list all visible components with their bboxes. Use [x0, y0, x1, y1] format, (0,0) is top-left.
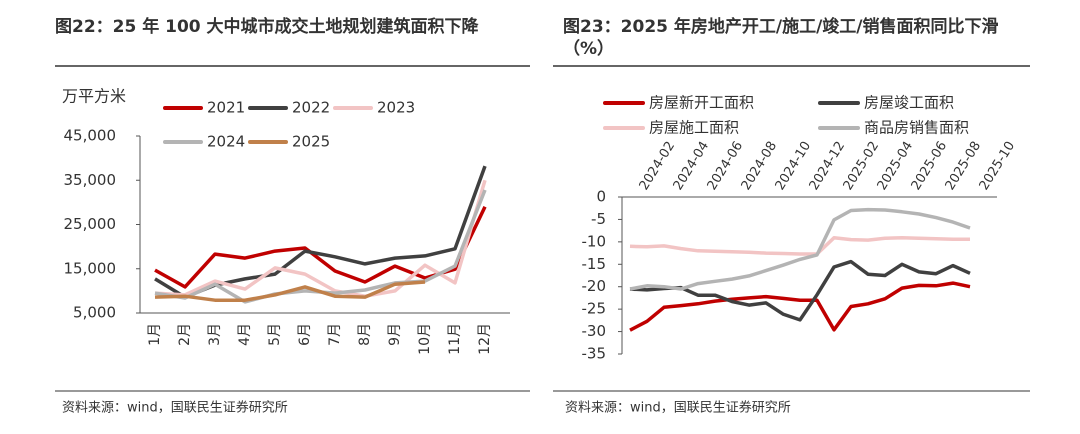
y-tick-label: 0 [596, 188, 606, 206]
x-tick-label: 8月 [357, 323, 373, 346]
series-line [629, 259, 971, 322]
y-tick-label: -35 [582, 345, 607, 363]
x-tick-label: 9月 [387, 323, 403, 346]
chart-title: 图23：2025 年房地产开工/施工/竣工/销售面积同比下滑（%） [563, 17, 999, 59]
series-line [154, 206, 487, 289]
y-tick-label: -20 [582, 277, 607, 295]
legend-label: 房屋竣工面积 [864, 94, 954, 112]
legend-label: 2021 [207, 99, 245, 117]
legend-label: 2023 [377, 99, 415, 117]
x-tick-label: 2月 [177, 323, 193, 346]
legend-label: 房屋新开工面积 [649, 94, 754, 112]
legend-label: 2022 [292, 99, 330, 117]
x-tick-label: 10月 [417, 323, 433, 355]
y-tick-label: -15 [582, 255, 607, 273]
y-tick-label: 35,000 [64, 171, 117, 189]
x-tick-label: 11月 [447, 323, 463, 355]
series-line [629, 281, 971, 332]
y-tick-label: -25 [582, 300, 607, 318]
legend-label: 2024 [207, 133, 245, 151]
x-tick-label: 1月 [147, 323, 163, 346]
x-tick-label: 5月 [267, 323, 283, 346]
y-axis-label: 万平方米 [62, 87, 126, 106]
y-tick-label: -30 [582, 322, 607, 340]
x-tick-label: 3月 [207, 323, 223, 346]
series-line [154, 179, 487, 298]
legend-label: 商品房销售面积 [864, 119, 969, 137]
x-tick-label: 4月 [237, 323, 253, 346]
chart-title: 图22：25 年 100 大中城市成交土地规划建筑面积下降 [55, 17, 479, 37]
y-tick-label: 45,000 [64, 127, 117, 145]
source: 资料来源：wind，国联民生证券研究所 [62, 400, 288, 416]
source: 资料来源：wind，国联民生证券研究所 [565, 400, 791, 416]
x-tick-label: 12月 [477, 323, 493, 355]
legend-label: 2025 [292, 133, 330, 151]
y-tick-label: -5 [591, 210, 606, 228]
series-line [629, 207, 971, 291]
x-tick-label: 6月 [297, 323, 313, 346]
y-tick-label: 15,000 [64, 259, 117, 277]
series-line [154, 280, 426, 302]
y-tick-label: 25,000 [64, 215, 117, 233]
y-tick-label: -10 [582, 232, 607, 250]
x-tick-label: 7月 [327, 323, 343, 346]
legend-label: 房屋施工面积 [649, 119, 739, 137]
series-line [629, 236, 970, 256]
y-tick-label: 5,000 [73, 304, 116, 322]
